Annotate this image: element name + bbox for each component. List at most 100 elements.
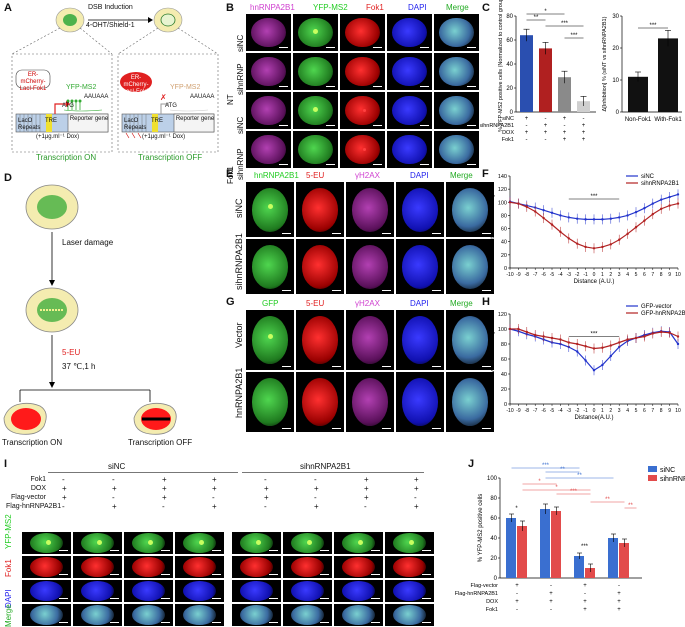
i-cond-sign: - <box>314 475 317 484</box>
i-micrograph-scale-bar <box>320 621 329 623</box>
e-row-1: siNC <box>234 198 244 219</box>
c2-bar <box>658 38 678 112</box>
c-row-sign: - <box>564 123 566 129</box>
g-micrograph-scale-bar <box>332 427 341 429</box>
f-point <box>651 202 654 205</box>
j-row-sign: - <box>550 583 552 589</box>
f-point <box>550 223 554 226</box>
b-micrograph-scale-bar <box>420 85 429 87</box>
h-ytick-label: 120 <box>498 312 507 318</box>
g-row-1: Vector <box>234 322 244 348</box>
g-micrograph-scale-bar <box>382 365 391 367</box>
panel-j-chart: 0 20 40 60 80 100 % YFP-MS2 positive cells siNC… <box>455 463 685 613</box>
b-micrograph-scale-bar <box>326 85 335 87</box>
i-cond-sign: + <box>112 484 117 493</box>
g-micrograph-scale-bar <box>432 427 441 429</box>
h-point <box>567 341 570 344</box>
e-row-2: sihnRNPA2B1 <box>234 233 244 290</box>
f-point <box>508 201 512 204</box>
i-cond-name: Fok1 <box>30 476 46 483</box>
c-bar <box>539 48 552 112</box>
g-micrograph-cell <box>246 372 294 432</box>
f-sig-label: *** <box>590 194 598 200</box>
i-cond-sign: + <box>162 493 167 502</box>
h-xtick-label: -2 <box>575 408 580 414</box>
i-cond-sign: + <box>314 484 319 493</box>
f-ytick-label: 40 <box>501 240 507 246</box>
c-sig-label: *** <box>570 33 578 39</box>
i-micrograph-cell <box>232 580 281 602</box>
c-ytick-label: 40 <box>506 62 513 68</box>
i-cond-sign: - <box>112 475 115 484</box>
c-sig-label: ** <box>534 15 539 21</box>
h-xtick-label: -7 <box>533 408 538 414</box>
h-xtick-label: 10 <box>675 408 681 414</box>
h-point <box>634 336 638 340</box>
f-xtick-label: 1 <box>601 272 604 278</box>
c-row-sign: - <box>545 116 547 122</box>
h-point <box>576 342 579 346</box>
j-sig-label-red: ** <box>605 497 610 503</box>
f-xtick-label: -4 <box>558 272 563 278</box>
c-row-sign: - <box>545 137 547 143</box>
g-micrograph-nucleus <box>351 378 389 426</box>
c-row-sign: + <box>525 130 529 136</box>
i-group-line-1 <box>48 472 238 473</box>
b-micrograph-nucleus <box>392 56 427 87</box>
f-point <box>643 219 646 222</box>
h-point <box>584 345 587 348</box>
h-point <box>651 332 654 335</box>
c-row-sign: + <box>525 116 529 122</box>
i-micrograph-scale-bar <box>110 573 119 575</box>
h-ytick-label: 60 <box>501 357 507 363</box>
j-row-sign: - <box>516 591 518 597</box>
dox-right: (+1μg.ml⁻¹ Dox) <box>142 134 186 140</box>
i-micrograph-cell <box>73 532 122 554</box>
i-micrograph-scale-bar <box>422 621 431 623</box>
c-row-sign: - <box>526 123 528 129</box>
c-sig-label: *** <box>561 21 569 27</box>
j-sig-label-blue: ** <box>577 473 582 479</box>
i-cond-sign: + <box>212 475 217 484</box>
g-col-4: DAPI <box>410 299 429 308</box>
e-micrograph-cell <box>346 239 394 294</box>
j-ytick-label: 0 <box>494 576 498 582</box>
i-micrograph-scale-bar <box>371 597 380 599</box>
b-micrograph-scale-bar <box>326 124 335 126</box>
d-transcription-off: Transcription OFF <box>128 438 193 447</box>
b-micrograph-nucleus <box>345 56 380 87</box>
transcription-on-label: Transcription ON <box>36 153 97 162</box>
i-cond-sign: - <box>364 502 367 511</box>
h-xtick-label: 1 <box>601 408 604 414</box>
transcription-off-label: Transcription OFF <box>138 153 203 162</box>
g-micrograph-scale-bar <box>282 427 291 429</box>
f-point <box>576 217 579 220</box>
e-micrograph-scale-bar <box>482 232 491 234</box>
e-micrograph-nucleus <box>451 187 489 232</box>
panel-label-d: D <box>4 172 12 184</box>
i-micrograph-scale-bar <box>59 549 68 551</box>
i-micrograph-nucleus <box>30 605 63 625</box>
i-micrograph-cell <box>22 556 71 578</box>
c-row-sign: - <box>583 116 585 122</box>
b-micrograph-scale-bar <box>467 46 476 48</box>
j-sig-label-red: * <box>555 485 558 491</box>
j-row-name: Flag-vector <box>470 583 498 589</box>
j-row-sign: - <box>550 607 552 613</box>
h-ylabel: Relative 5-EU Intensity <box>490 331 496 387</box>
i-micrograph-scale-bar <box>371 549 380 551</box>
h-xtick-label: 6 <box>643 408 646 414</box>
j-row-sign: + <box>617 607 621 613</box>
i-micrograph-cell <box>73 580 122 602</box>
i-row-fok1: Fok1 <box>4 559 13 577</box>
e-micrograph-cell <box>346 182 394 237</box>
f-ytick-label: 80 <box>501 213 507 219</box>
j-row-sign: + <box>583 583 587 589</box>
i-micrograph-cell <box>124 604 173 626</box>
b-micrograph-scale-bar <box>373 124 382 126</box>
j-sig-label-red: *** <box>570 489 578 495</box>
f-point <box>609 243 612 246</box>
i-micrograph-scale-bar <box>269 573 278 575</box>
h-ytick-label: 0 <box>504 402 507 408</box>
b-micrograph-cell <box>246 14 291 51</box>
